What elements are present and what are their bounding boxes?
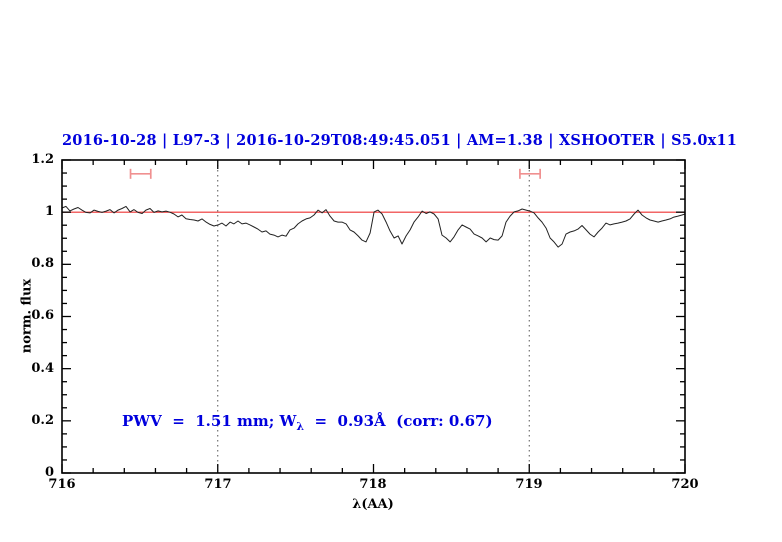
pwv-annotation: PWV = 1.51 mm; Wλ = 0.93Å (corr: 0.67) bbox=[122, 412, 493, 433]
x-tick-label: 720 bbox=[671, 477, 699, 492]
y-tick-label: 0.8 bbox=[31, 256, 54, 271]
y-tick-label: 0 bbox=[44, 465, 54, 480]
pwv-annotation-pre: PWV = 1.51 mm; W bbox=[122, 412, 297, 430]
pwv-annotation-sub: λ bbox=[296, 420, 305, 433]
x-tick-label: 716 bbox=[48, 477, 76, 492]
y-tick-label: 0.2 bbox=[31, 413, 54, 428]
y-axis-label: norm. flux bbox=[19, 278, 35, 354]
x-axis-label: λ(AA) bbox=[352, 497, 394, 512]
y-tick-label: 0.6 bbox=[31, 308, 54, 323]
spectrum-line bbox=[61, 205, 686, 248]
x-tick-label: 719 bbox=[515, 477, 543, 492]
pwv-annotation-post: = 0.93Å (corr: 0.67) bbox=[304, 412, 493, 430]
y-tick-label: 1 bbox=[44, 204, 54, 219]
plot-title: 2016-10-28 | L97-3 | 2016-10-29T08:49:45… bbox=[62, 132, 738, 149]
x-tick-label: 718 bbox=[359, 477, 387, 492]
y-tick-label: 0.4 bbox=[31, 361, 54, 376]
y-tick-label: 1.2 bbox=[31, 152, 54, 167]
x-tick-label: 717 bbox=[204, 477, 232, 492]
